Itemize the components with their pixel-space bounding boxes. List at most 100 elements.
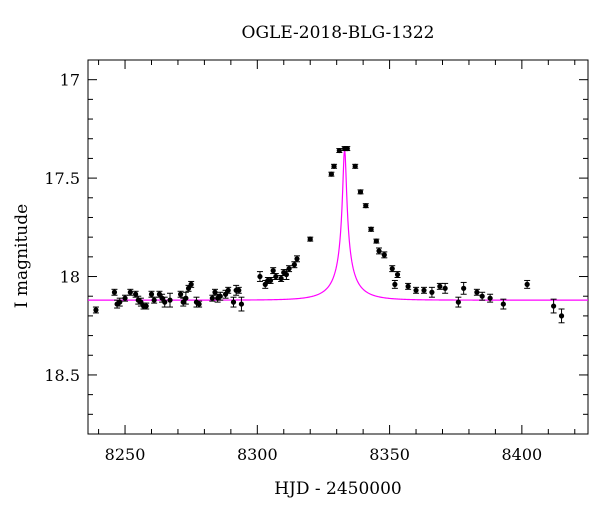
data-point-group (177, 290, 184, 298)
data-point (500, 301, 506, 307)
data-point-group (391, 279, 398, 289)
data-point-group (373, 238, 380, 244)
data-point (167, 297, 173, 303)
x-tick-label: 8400 (502, 445, 543, 464)
x-tick-label: 8250 (105, 445, 146, 464)
data-point (212, 289, 218, 295)
data-point (267, 277, 274, 284)
data-point-group (405, 282, 412, 290)
data-point-group (230, 296, 237, 308)
data-point (461, 285, 467, 291)
data-point (278, 275, 284, 282)
data-point-group (362, 203, 369, 209)
y-axis-label: I magnitude (12, 204, 32, 308)
data-point-group (352, 163, 359, 169)
data-point (524, 281, 530, 287)
data-point-group (167, 292, 174, 308)
data-point (442, 285, 448, 291)
data-point (344, 145, 350, 152)
data-point (270, 268, 276, 274)
data-point-group (420, 286, 427, 294)
data-point (373, 238, 379, 244)
data-point-group (291, 261, 298, 269)
data-point (177, 291, 184, 297)
data-point-group (278, 275, 285, 282)
data-point-group (413, 286, 420, 294)
data-point (188, 281, 194, 287)
data-point (183, 295, 189, 301)
data-point-group (394, 271, 401, 279)
data-point (133, 291, 139, 297)
data-point-group (256, 271, 263, 282)
data-point (413, 287, 419, 293)
data-point (148, 291, 155, 297)
data-point (209, 295, 215, 301)
data-point-group (116, 297, 123, 307)
data-point-group (389, 265, 396, 273)
y-tick-label: 18 (60, 268, 80, 287)
data-point-group (550, 298, 557, 314)
data-point-group (217, 291, 224, 301)
data-point (551, 303, 557, 309)
data-point (357, 189, 364, 195)
data-point (381, 252, 387, 258)
data-point (307, 236, 313, 242)
data-point (376, 248, 382, 254)
data-point (117, 299, 123, 305)
data-point-group (143, 302, 150, 310)
plot-frame (87, 59, 589, 435)
data-point (294, 256, 300, 262)
data-point-group (479, 291, 486, 301)
data-point (257, 273, 263, 280)
data-point-group (428, 286, 435, 298)
data-point-group (151, 296, 158, 304)
chart-title: OGLE-2018-BLG-1322 (242, 23, 435, 43)
data-point (217, 293, 223, 299)
data-point (111, 289, 118, 295)
data-point-group (185, 284, 192, 292)
data-point-group (161, 296, 168, 308)
data-point (286, 266, 292, 272)
y-tick-label: 17.5 (44, 169, 80, 188)
data-point (238, 301, 245, 307)
data-point-group (122, 294, 129, 302)
y-tick-label: 18.5 (44, 366, 80, 385)
data-point (429, 289, 435, 295)
data-point (474, 289, 480, 295)
data-point (283, 271, 290, 278)
data-points (92, 145, 565, 324)
data-point (336, 147, 342, 154)
data-point-group (524, 279, 531, 289)
data-point (180, 299, 186, 305)
data-point (558, 313, 565, 319)
data-point (143, 303, 149, 309)
data-point (122, 295, 128, 301)
data-point (196, 301, 202, 307)
data-point-group (357, 189, 364, 195)
data-point (93, 307, 99, 313)
data-point (352, 163, 358, 169)
data-point-group (270, 267, 277, 275)
data-point (151, 297, 157, 303)
data-point (273, 273, 279, 280)
data-point-group (225, 286, 232, 294)
x-axis-label: HJD - 2450000 (274, 479, 402, 499)
data-point-group (500, 298, 507, 310)
data-point (331, 163, 337, 169)
data-point (236, 287, 242, 293)
data-point (230, 299, 237, 305)
data-point-group (442, 282, 449, 294)
data-point-group (436, 282, 443, 290)
data-point (437, 283, 443, 289)
data-point (389, 266, 395, 272)
data-point (291, 262, 297, 268)
data-point (225, 287, 231, 293)
data-point-group (188, 280, 195, 288)
data-point (487, 295, 493, 301)
data-point-group (92, 306, 99, 314)
data-point-group (487, 293, 494, 303)
data-point-group (196, 300, 203, 308)
data-point (421, 287, 427, 293)
data-point (127, 289, 133, 295)
